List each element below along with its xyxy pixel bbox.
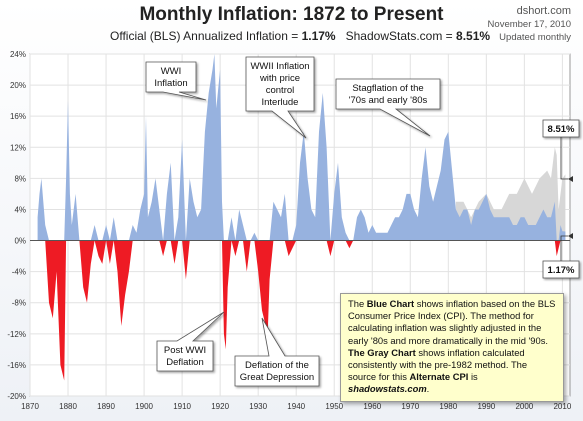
callout-text: Deflation <box>166 357 204 368</box>
explanation-note: The Blue Chart shows inflation based on … <box>340 293 564 402</box>
y-tick-label: -8% <box>12 299 26 308</box>
callout-text: '70s and early '80s <box>349 95 428 106</box>
y-axis: -20% -16% -12% -8% -4% 0% 4% 8% 12% 16% 20% 24% <box>7 50 26 401</box>
brand-updated: Updated monthly <box>499 32 571 43</box>
callout-value-text: 1.17% <box>548 265 575 276</box>
brand-block: dshort.com November 17, 2010 Updated mon… <box>488 4 571 44</box>
x-tick-label: 1890 <box>97 402 115 411</box>
callout-text: WWII Inflation <box>250 61 309 72</box>
x-axis: 1870 1880 1890 1900 1910 1920 1930 1940 1950 1960… <box>21 402 572 411</box>
y-tick-label: 0% <box>14 237 26 246</box>
callout-stagflation: Stagflation of the'70s and early '80s <box>335 78 441 137</box>
y-tick-label: -4% <box>12 268 26 277</box>
callout-text: Deflation of the <box>245 360 309 371</box>
callout-official-value: 1.17% <box>542 233 580 279</box>
chart-title: Monthly Inflation: 1872 to Present <box>139 4 444 25</box>
x-tick-label: 1950 <box>325 402 343 411</box>
callout-text: Interlude <box>262 97 299 108</box>
x-tick-label: 1960 <box>363 402 381 411</box>
x-tick-label: 2000 <box>515 402 533 411</box>
x-tick-label: 1920 <box>211 402 229 411</box>
y-tick-label: 4% <box>14 205 26 214</box>
callout-text: WWI <box>161 66 182 77</box>
y-tick-label: 12% <box>10 143 26 152</box>
x-tick-label: 1990 <box>477 402 495 411</box>
x-tick-label: 2010 <box>553 402 571 411</box>
callout-text: Stagflation of the <box>352 83 423 94</box>
callout-value-text: 8.51% <box>548 124 575 135</box>
y-tick-label: 20% <box>10 81 26 90</box>
callout-text: Great Depression <box>240 372 314 383</box>
y-tick-label: 16% <box>10 112 26 121</box>
x-tick-label: 1910 <box>173 402 191 411</box>
x-tick-label: 1930 <box>249 402 267 411</box>
y-tick-label: -12% <box>7 330 26 339</box>
chart-marks <box>30 54 570 381</box>
x-tick-label: 1940 <box>287 402 305 411</box>
series-cpi-positive-area <box>37 54 566 241</box>
chart-subtitle: Official (BLS) Annualized Inflation = 1.… <box>110 29 490 43</box>
y-tick-label: -16% <box>7 361 26 370</box>
series-cpi-negative-area <box>37 240 566 381</box>
shadow-label: ShadowStats.com = <box>345 29 453 43</box>
y-tick-label: 8% <box>14 174 26 183</box>
x-tick-label: 1980 <box>439 402 457 411</box>
x-tick-label: 1900 <box>135 402 153 411</box>
shadow-value: 8.51% <box>456 29 491 43</box>
callout-shadow-value: 8.51% <box>542 119 580 182</box>
brand-site[interactable]: dshort.com <box>516 5 571 17</box>
callout-text: control <box>266 85 295 96</box>
official-label: Official (BLS) Annualized Inflation = <box>110 29 299 43</box>
brand-date: November 17, 2010 <box>487 19 571 30</box>
official-value: 1.17% <box>301 29 336 43</box>
callout-text: with price <box>259 73 300 84</box>
y-tick-label: 24% <box>10 50 26 59</box>
callout-text: Inflation <box>154 78 187 89</box>
y-tick-label: -20% <box>7 392 26 401</box>
source-link[interactable]: shadowstats.com <box>348 383 427 395</box>
callout-text: Post WWI <box>164 345 206 356</box>
x-tick-label: 1970 <box>401 402 419 411</box>
x-tick-label: 1870 <box>21 402 39 411</box>
x-tick-label: 1880 <box>59 402 77 411</box>
